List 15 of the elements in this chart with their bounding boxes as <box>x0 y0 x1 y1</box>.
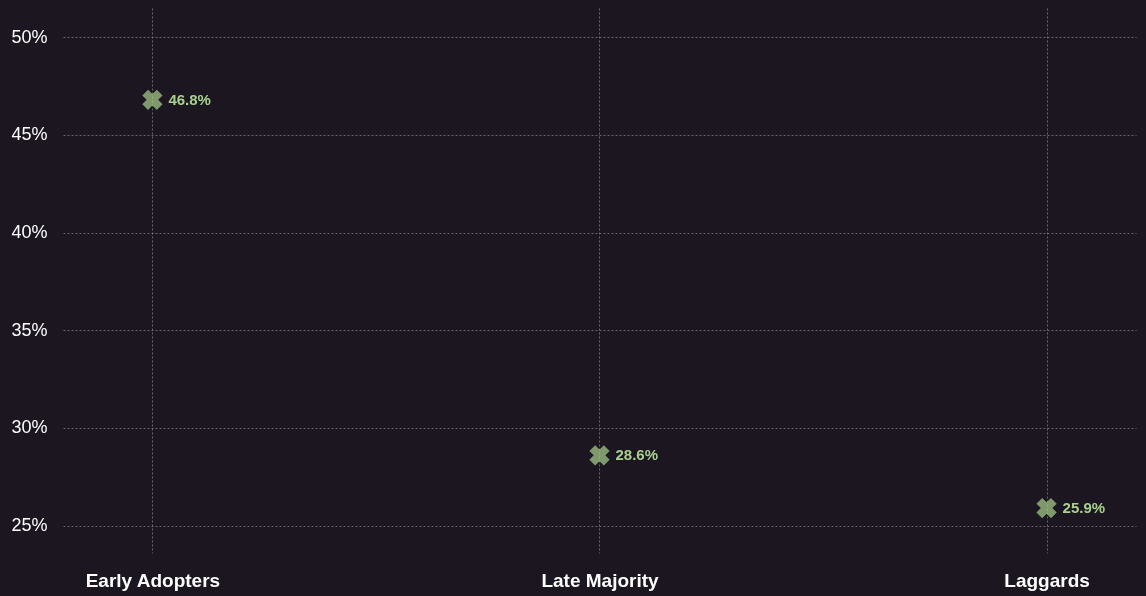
point <box>142 89 163 110</box>
y-tick-label: 30% <box>11 417 48 438</box>
text: 28.6% <box>615 446 659 464</box>
y-tick-label: 25% <box>11 515 48 536</box>
text: 46.8% <box>168 90 211 108</box>
x-tick-label: Early Adopters <box>85 569 221 591</box>
y-tick-label: 50% <box>11 26 48 47</box>
y-tick-label: 45% <box>11 124 48 145</box>
x-tick-label: Laggards <box>1004 569 1090 591</box>
point <box>1036 497 1057 519</box>
point <box>589 445 610 466</box>
y-tick-label: 35% <box>11 319 48 340</box>
x-tick-label: Late Majority <box>541 569 660 591</box>
text: 25.9% <box>1062 499 1106 517</box>
y-tick-label: 40% <box>11 222 48 243</box>
